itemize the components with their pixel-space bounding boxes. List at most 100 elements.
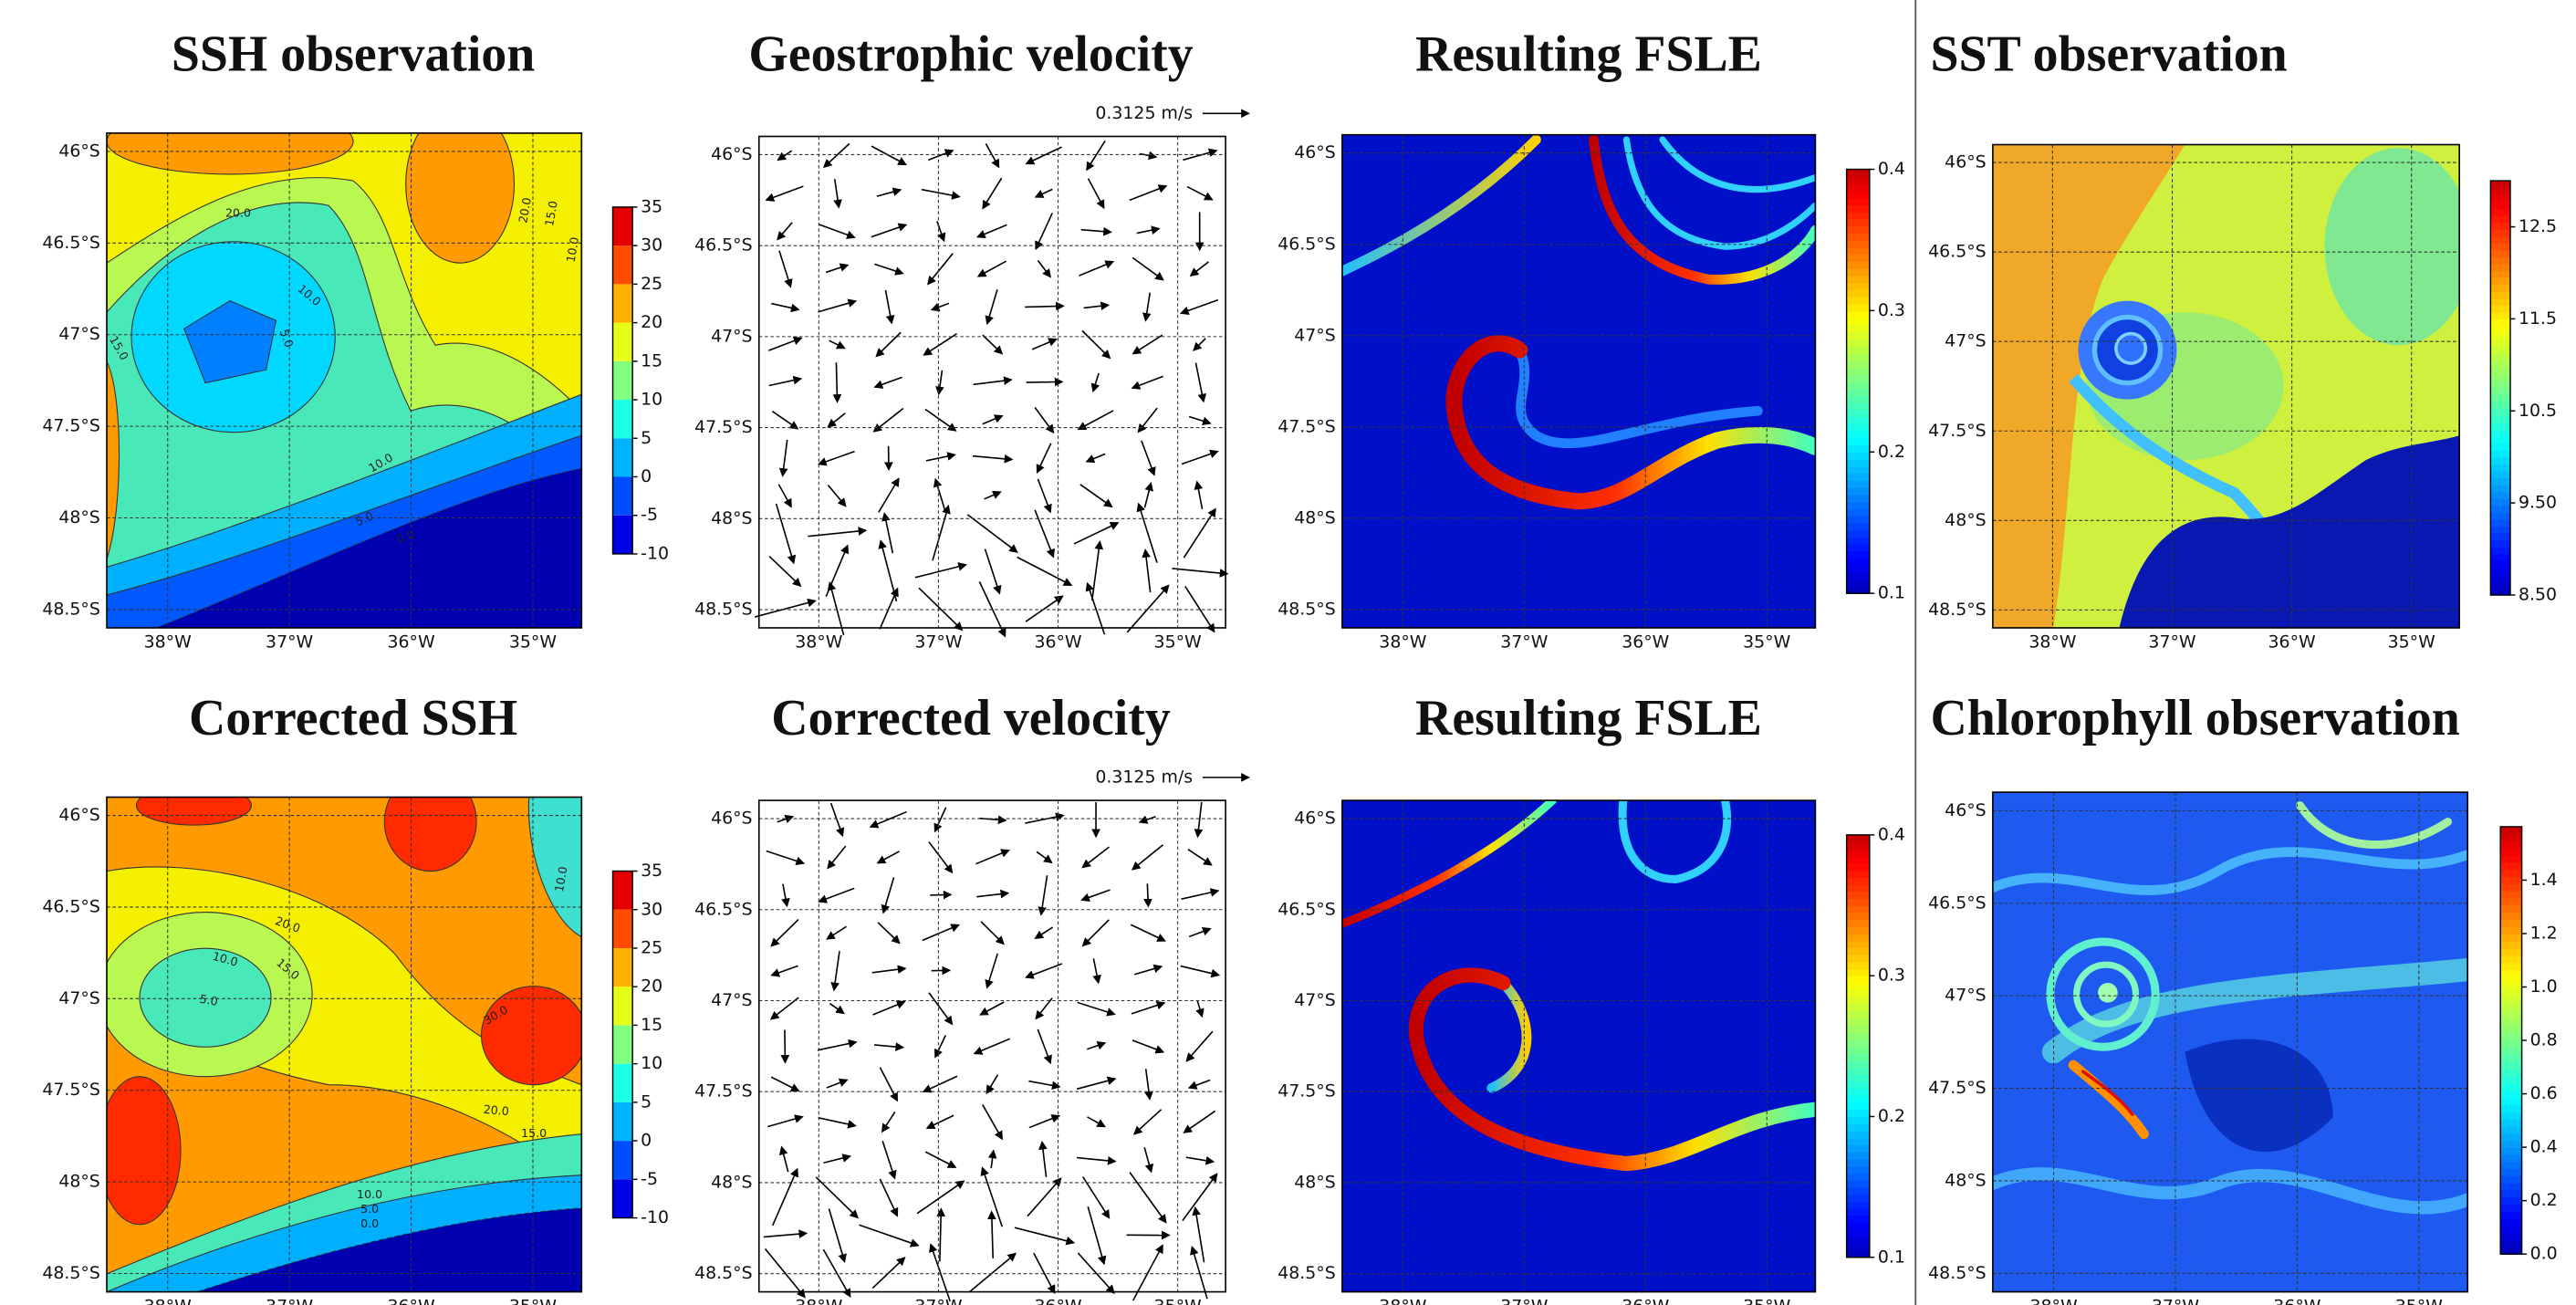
colorbar-tick-label: 0.2 xyxy=(2530,1190,2558,1210)
contour-label: 20.0 xyxy=(516,196,534,224)
velocity-arrow xyxy=(1025,301,1065,311)
velocity-arrow xyxy=(777,484,792,508)
colorbar-band xyxy=(2490,263,2510,272)
colorbar-tick-label: 15 xyxy=(641,1015,662,1035)
colorbar-band xyxy=(2500,1040,2522,1049)
colorbar-band xyxy=(1846,339,1870,347)
velocity-arrow xyxy=(1185,1030,1214,1062)
velocity-arrow xyxy=(1034,188,1053,198)
velocity-arrow xyxy=(922,924,960,942)
y-tick-label: 47.5°S xyxy=(694,1081,752,1101)
velocity-arrow xyxy=(1130,924,1166,942)
velocity-arrow xyxy=(928,992,954,1026)
colorbar-tick-label: 25 xyxy=(641,937,662,957)
colorbar-band xyxy=(2490,208,2510,216)
velocity-arrow xyxy=(829,1002,845,1015)
colorbar-band xyxy=(1846,940,1870,949)
velocity-arrow xyxy=(1037,260,1051,278)
velocity-arrow xyxy=(1026,377,1064,387)
velocity-arrow xyxy=(872,407,904,433)
colorbar-band xyxy=(2490,505,2510,513)
velocity-arrow xyxy=(765,185,804,202)
x-tick-label: 35°W xyxy=(1154,1296,1202,1305)
colorbar-band xyxy=(1846,303,1870,312)
colorbar-band xyxy=(2500,968,2522,977)
x-tick-label: 36°W xyxy=(1622,632,1669,652)
colorbar-tick-label: 0.2 xyxy=(1878,442,1905,462)
velocity-arrow xyxy=(769,997,799,1020)
velocity-arrow xyxy=(770,919,799,947)
colorbar-band xyxy=(2490,415,2510,423)
velocity-arrow xyxy=(1137,407,1158,433)
velocity-arrow xyxy=(1188,927,1212,938)
colorbar-band xyxy=(612,245,633,285)
velocity-arrow xyxy=(1185,1155,1215,1165)
colorbar-band xyxy=(2490,311,2510,320)
x-tick-label: 38°W xyxy=(2029,1296,2077,1305)
colorbar-band xyxy=(1846,515,1870,524)
y-tick-label: 48°S xyxy=(1294,507,1335,527)
velocity-arrow xyxy=(936,1207,946,1262)
velocity-arrow xyxy=(881,877,895,914)
velocity-arrow xyxy=(1139,151,1158,161)
velocity-arrow xyxy=(1132,1109,1163,1135)
colorbar-band xyxy=(2500,1018,2522,1028)
velocity-arrow xyxy=(1033,1252,1056,1295)
x-tick-label: 38°W xyxy=(795,632,842,652)
velocity-arrow xyxy=(1085,453,1106,464)
velocity-arrow xyxy=(881,1111,896,1133)
colorbar-band xyxy=(1846,841,1870,851)
velocity-arrow xyxy=(1194,801,1204,839)
velocity-arrow xyxy=(1141,440,1156,476)
velocity-arrow xyxy=(932,505,951,561)
colorbar-band xyxy=(1846,586,1870,594)
velocity-arrow xyxy=(1077,410,1114,431)
velocity-arrow xyxy=(934,1035,946,1059)
velocity-arrow xyxy=(1184,585,1215,633)
velocity-arrow xyxy=(879,1178,899,1217)
colorbar-band xyxy=(1846,416,1870,425)
colorbar-tick-label: 0.8 xyxy=(2530,1030,2558,1050)
colorbar-band xyxy=(1846,1060,1870,1069)
colorbar-band xyxy=(2490,325,2510,334)
velocity-arrow xyxy=(1077,1001,1116,1017)
velocity-arrow xyxy=(771,302,800,313)
velocity-arrow xyxy=(1025,963,1063,979)
velocity-arrow xyxy=(1190,1246,1208,1300)
colorbar-band xyxy=(1846,1201,1870,1209)
colorbar-band xyxy=(2490,194,2510,203)
x-tick-label: 38°W xyxy=(1379,1296,1426,1305)
colorbar-band xyxy=(2490,574,2510,582)
velocity-arrow xyxy=(1036,443,1052,474)
y-tick-label: 48.5°S xyxy=(42,599,99,619)
colorbar-band xyxy=(2500,1147,2522,1155)
colorbar-band xyxy=(1846,444,1870,453)
colorbar-band xyxy=(2500,861,2522,871)
velocity-arrow xyxy=(832,362,842,403)
velocity-arrow xyxy=(982,334,1004,355)
velocity-arrow xyxy=(1025,812,1065,824)
colorbar-band xyxy=(1846,1025,1870,1033)
velocity-arrow xyxy=(976,889,1010,899)
velocity-arrow xyxy=(1090,540,1104,601)
colorbar-band xyxy=(2500,1232,2522,1241)
colorbar-tick-label: 25 xyxy=(641,274,662,294)
colorbar-band xyxy=(1846,388,1870,397)
velocity-arrow xyxy=(1181,888,1220,900)
velocity-arrow xyxy=(1025,146,1062,165)
velocity-arrow xyxy=(985,143,1000,169)
colorbar-band xyxy=(2500,1076,2522,1084)
colorbar-band xyxy=(2490,243,2510,251)
colorbar-band xyxy=(1846,1046,1870,1054)
velocity-arrow xyxy=(871,223,908,238)
velocity-arrow xyxy=(1087,178,1105,210)
colorbar-band xyxy=(2500,1247,2522,1255)
colorbar-band xyxy=(1846,494,1870,503)
x-tick-label: 36°W xyxy=(1034,632,1081,652)
y-tick-label: 47°S xyxy=(711,990,752,1010)
velocity-arrow xyxy=(1126,584,1170,633)
y-tick-label: 47°S xyxy=(1945,986,1986,1006)
contour-label: 15.0 xyxy=(521,1126,547,1140)
velocity-arrow xyxy=(1180,965,1221,978)
contour-label: 5.0 xyxy=(360,1202,379,1216)
